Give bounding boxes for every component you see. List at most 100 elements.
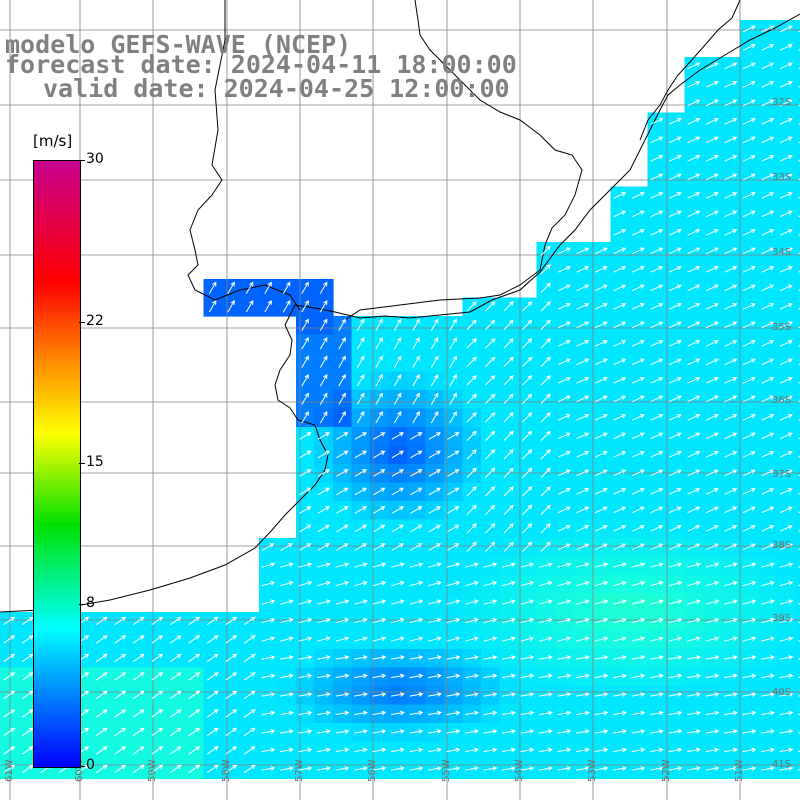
wind-cell (388, 612, 408, 632)
wind-cell (703, 501, 723, 521)
wind-arrow (779, 414, 793, 421)
wind-cell (333, 353, 353, 373)
wind-arrow (687, 617, 701, 624)
wind-cell (795, 482, 800, 502)
wind-cell (703, 353, 723, 373)
wind-arrow (631, 766, 646, 771)
colorbar-tick-label: 0 (86, 757, 95, 773)
wind-arrow (391, 543, 404, 551)
wind-cell (203, 649, 223, 669)
wind-cell (462, 464, 482, 484)
wind-cell (721, 242, 741, 262)
wind-cell (166, 723, 186, 743)
wind-arrow (779, 25, 793, 33)
wind-arrow (779, 192, 793, 199)
wind-arrow (724, 266, 738, 273)
wind-arrow (338, 392, 346, 405)
wind-cell (684, 279, 704, 299)
wind-cell (703, 168, 723, 188)
wind-cell (370, 556, 390, 576)
wind-cell (740, 168, 760, 188)
wind-cell (518, 612, 538, 632)
wind-cell (92, 723, 112, 743)
wind-cell (425, 630, 445, 650)
wind-arrow (282, 281, 291, 294)
wind-arrow (779, 303, 793, 310)
wind-arrow (668, 340, 682, 347)
wind-arrow (557, 617, 572, 624)
wind-arrow (520, 599, 535, 605)
wind-arrow (317, 432, 330, 440)
wind-cell (703, 445, 723, 465)
wind-arrow (485, 393, 496, 404)
wind-arrow (631, 599, 646, 605)
wind-arrow (761, 340, 775, 347)
wind-arrow (705, 136, 719, 144)
wind-arrow (650, 543, 664, 551)
wind-arrow (594, 321, 608, 329)
wind-cell (333, 316, 353, 336)
wind-arrow (391, 524, 404, 533)
wind-arrow (354, 747, 368, 753)
wind-cell (684, 168, 704, 188)
wind-arrow (650, 377, 664, 384)
wind-arrow (502, 617, 516, 624)
wind-cell (629, 519, 649, 539)
wind-cell (740, 612, 760, 632)
wind-arrow (779, 655, 794, 660)
wind-cell (721, 612, 741, 632)
wind-arrow (613, 395, 627, 403)
wind-cell (92, 630, 112, 650)
wind-arrow (631, 266, 645, 273)
wind-cell (481, 686, 501, 706)
wind-cell (721, 371, 741, 391)
wind-arrow (317, 766, 331, 771)
wind-arrow (576, 377, 590, 384)
wind-cell (647, 538, 667, 558)
wind-cell (370, 390, 390, 410)
wind-arrow (430, 318, 439, 331)
wind-arrow (687, 655, 701, 660)
wind-cell (444, 427, 464, 447)
wind-arrow (668, 136, 682, 144)
wind-arrow (668, 155, 682, 162)
wind-arrow (335, 692, 350, 697)
wind-cell (795, 445, 800, 465)
wind-cell (425, 556, 445, 576)
wind-arrow (319, 411, 328, 424)
wind-arrow (430, 337, 439, 350)
wind-arrow (428, 673, 442, 679)
wind-arrow (557, 710, 572, 716)
wind-arrow (132, 764, 145, 774)
wind-arrow (613, 414, 627, 421)
wind-arrow (631, 655, 646, 660)
wind-cell (481, 575, 501, 595)
wind-arrow (485, 504, 496, 515)
wind-cell (481, 353, 501, 373)
wind-arrow (520, 766, 535, 771)
wind-cell (296, 371, 316, 391)
wind-cell (18, 612, 38, 632)
wind-arrow (724, 99, 738, 107)
wind-cell (314, 556, 334, 576)
wind-arrow (705, 692, 720, 697)
wind-cell (314, 445, 334, 465)
wind-arrow (393, 411, 402, 424)
wind-cell (740, 371, 760, 391)
wind-cell (351, 723, 371, 743)
wind-arrow (557, 395, 571, 403)
wind-cell (351, 649, 371, 669)
wind-arrow (668, 580, 683, 587)
wind-arrow (687, 488, 701, 495)
wind-arrow (576, 414, 590, 421)
wind-arrow (95, 764, 108, 774)
wind-cell (259, 630, 279, 650)
wind-cell (666, 168, 686, 188)
wind-cell (573, 686, 593, 706)
wind-arrow (742, 580, 757, 587)
wind-cell (444, 316, 464, 336)
wind-cell (573, 593, 593, 613)
wind-cell (629, 205, 649, 225)
lon-label: 53W (587, 759, 598, 782)
wind-cell (111, 612, 131, 632)
